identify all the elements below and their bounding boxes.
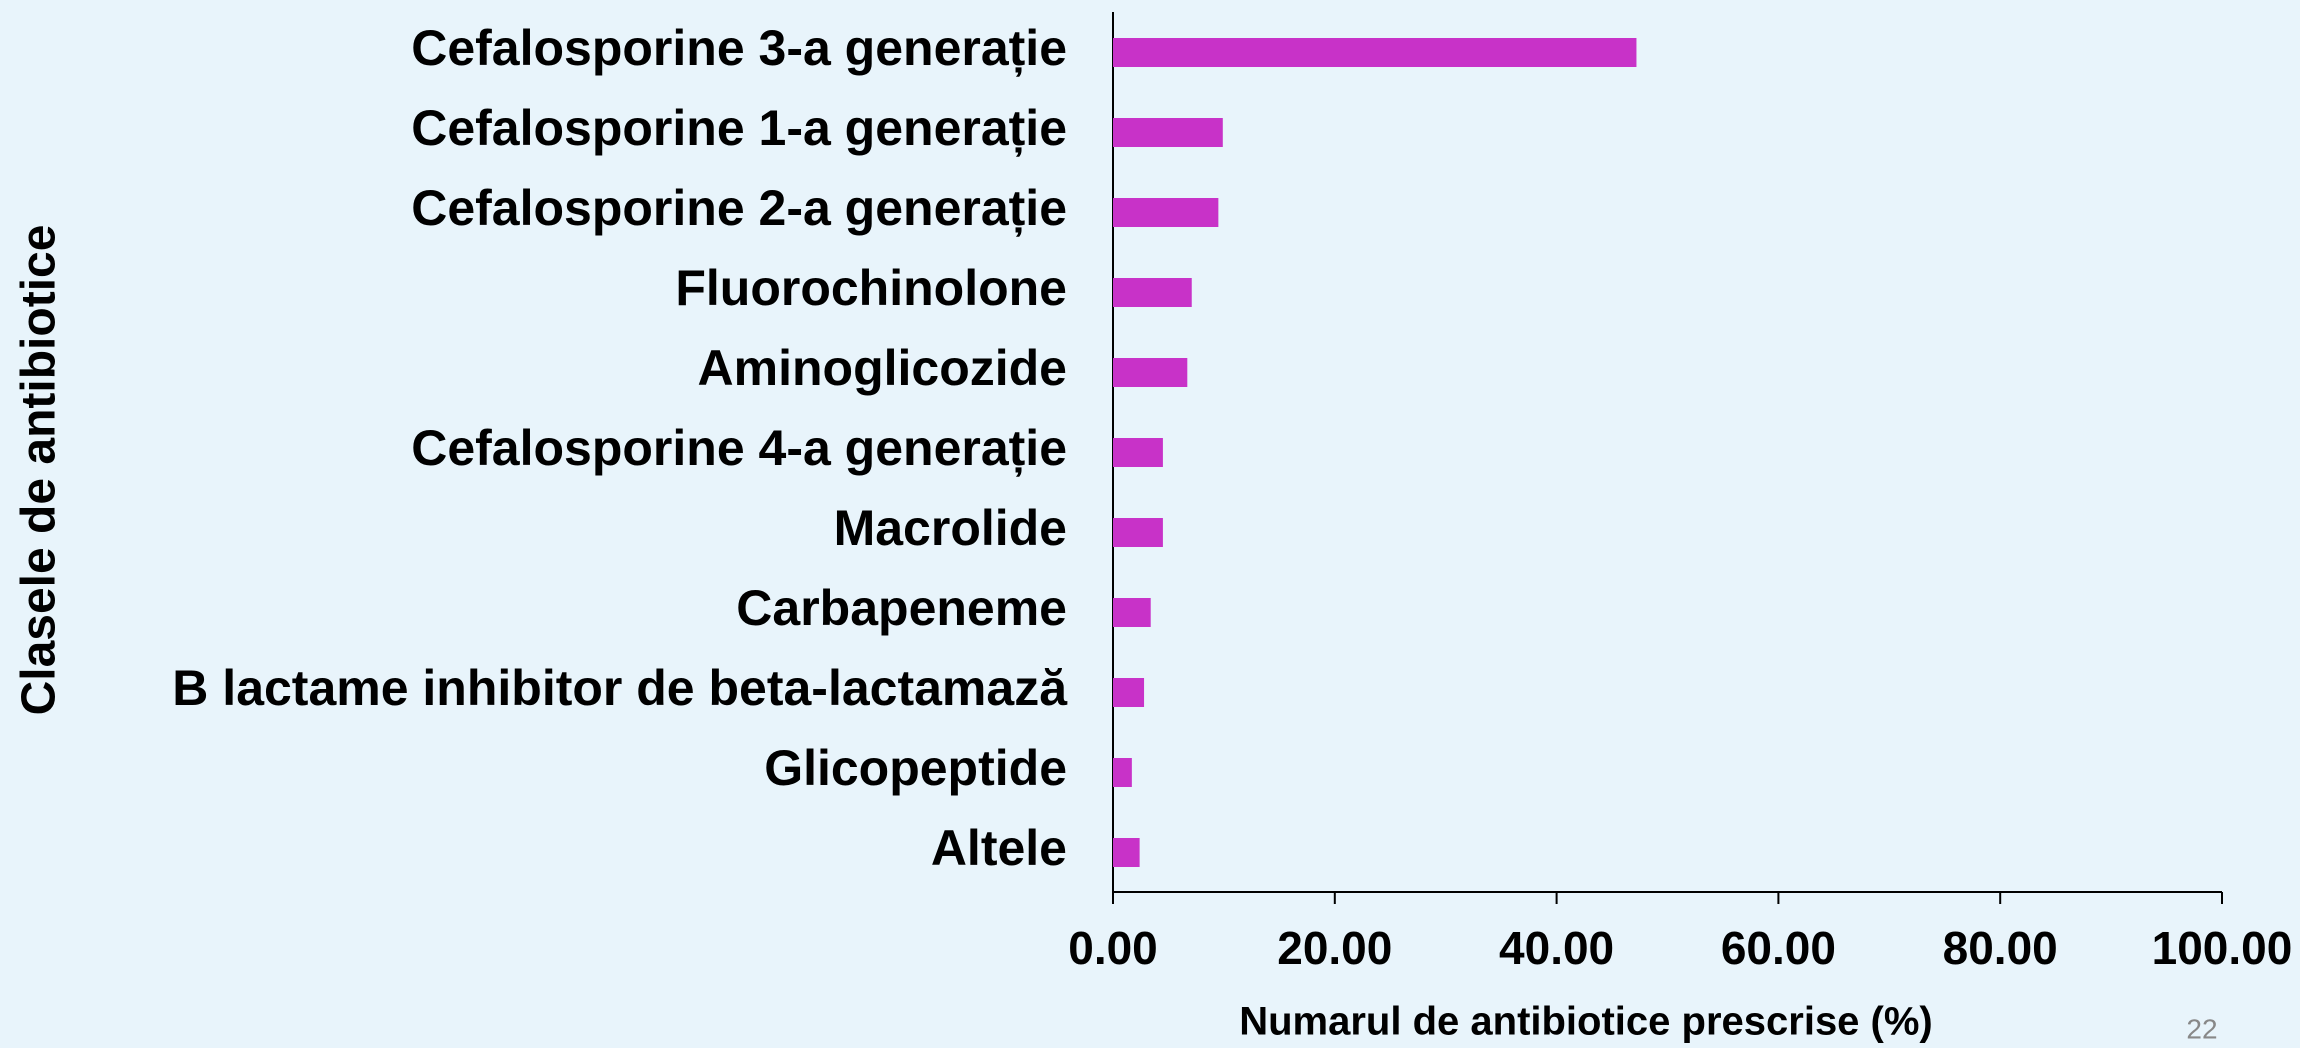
y-tick-label: Altele: [931, 820, 1067, 876]
y-tick-label: Macrolide: [834, 500, 1067, 556]
y-tick-label: Cefalosporine 2-a generație: [411, 180, 1067, 236]
bar: [1113, 678, 1145, 707]
y-tick-label: Cefalosporine 1-a generație: [411, 100, 1067, 156]
bar: [1113, 838, 1140, 867]
x-tick-label: 40.00: [1499, 922, 1614, 974]
y-tick-label: Glicopeptide: [764, 740, 1067, 796]
x-tick-label: 100.00: [2152, 922, 2293, 974]
y-tick-label: Cefalosporine 3-a generație: [411, 20, 1067, 76]
bar: [1113, 438, 1163, 467]
x-tick-label: 80.00: [1943, 922, 2058, 974]
y-tick-label: Fluorochinolone: [675, 260, 1067, 316]
bar: [1113, 758, 1132, 787]
bar: [1113, 118, 1223, 147]
page-number: 22: [2186, 1013, 2217, 1044]
bar: [1113, 198, 1219, 227]
y-tick-label: B lactame inhibitor de beta-lactamază: [172, 660, 1068, 716]
y-tick-label: Cefalosporine 4-a generație: [411, 420, 1067, 476]
y-tick-label: Carbapeneme: [736, 580, 1067, 636]
y-tick-label: Aminoglicozide: [698, 340, 1067, 396]
bar: [1113, 358, 1188, 387]
bar: [1113, 38, 1637, 67]
x-tick-label: 20.00: [1277, 922, 1392, 974]
x-axis-title: Numarul de antibiotice prescrise (%): [1239, 1000, 1933, 1044]
bar: [1113, 598, 1151, 627]
x-tick-label: 0.00: [1068, 922, 1158, 974]
y-axis-title: Clasele de antibiotice: [13, 225, 66, 716]
bar: [1113, 278, 1192, 307]
x-tick-label: 60.00: [1721, 922, 1836, 974]
bar: [1113, 518, 1163, 547]
